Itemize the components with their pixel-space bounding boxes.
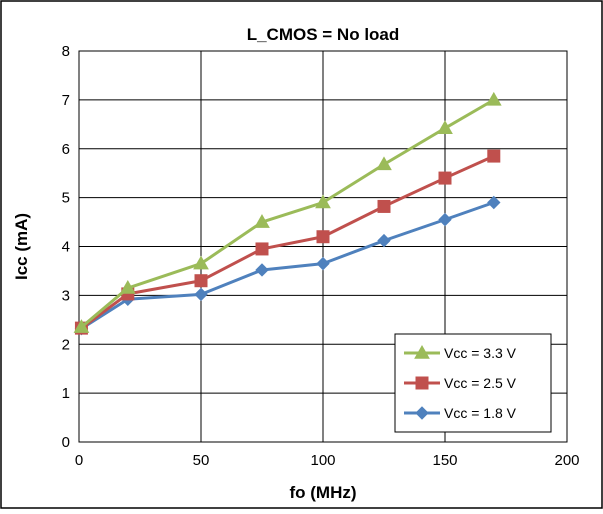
x-tick-label: 200	[554, 452, 579, 469]
legend-entry: Vcc = 2.5 V	[404, 375, 517, 391]
series-line	[80, 98, 495, 329]
legend-entry: Vcc = 1.8 V	[404, 405, 517, 421]
data-point	[377, 233, 391, 248]
data-point	[316, 230, 330, 244]
data-point	[438, 171, 452, 185]
data-point	[193, 255, 209, 270]
data-point	[315, 194, 331, 209]
data-point	[255, 242, 269, 256]
y-tick-label: 5	[62, 190, 70, 207]
data-point	[485, 91, 502, 106]
x-axis-title: fo (MHz)	[289, 483, 356, 502]
y-tick-label: 7	[62, 92, 70, 109]
legend-label: Vcc = 1.8 V	[444, 405, 517, 421]
x-tick-label: 0	[75, 452, 83, 469]
data-point	[377, 199, 391, 213]
data-point	[437, 120, 453, 134]
y-tick-label: 0	[62, 434, 70, 451]
data-point	[255, 263, 269, 277]
y-axis-title: Icc (mA)	[12, 213, 31, 280]
x-tick-label: 50	[193, 452, 210, 469]
tick-labels: 0 1 2 3 4 5 6 7 8 0 50 100 150 200	[62, 43, 580, 469]
plot-area	[78, 50, 568, 443]
data-point	[119, 280, 136, 294]
legend-marker	[415, 406, 429, 420]
legend-entry: Vcc = 3.3 V	[404, 344, 517, 361]
y-tick-label: 8	[62, 43, 70, 60]
data-point	[73, 319, 90, 333]
series-vcc-2-5-v	[74, 149, 501, 335]
x-tick-label: 150	[432, 452, 457, 469]
legend-label: Vcc = 2.5 V	[444, 375, 517, 391]
series-vcc-3-3-v	[73, 91, 502, 333]
x-tick-label: 100	[310, 452, 335, 469]
series-line	[80, 201, 495, 330]
legend: Vcc = 3.3 V Vcc = 2.5 V Vcc = 1.8 V	[394, 333, 552, 433]
legend-label: Vcc = 3.3 V	[444, 345, 517, 361]
data-point	[376, 156, 392, 171]
chart-title: L_CMOS = No load	[247, 25, 400, 44]
data-point	[316, 256, 330, 271]
data-point	[194, 274, 208, 288]
legend-marker	[415, 376, 429, 390]
y-tick-label: 1	[62, 385, 70, 402]
y-tick-label: 4	[62, 239, 70, 256]
data-point	[487, 149, 501, 163]
y-tick-label: 6	[62, 141, 70, 158]
data-series	[73, 91, 502, 336]
legend-marker	[414, 344, 430, 359]
data-point	[438, 212, 452, 227]
y-tick-label: 2	[62, 336, 70, 353]
data-point	[487, 195, 501, 210]
data-point	[194, 287, 208, 302]
series-line	[80, 154, 495, 330]
y-tick-label: 3	[62, 287, 70, 304]
data-point	[254, 214, 270, 228]
